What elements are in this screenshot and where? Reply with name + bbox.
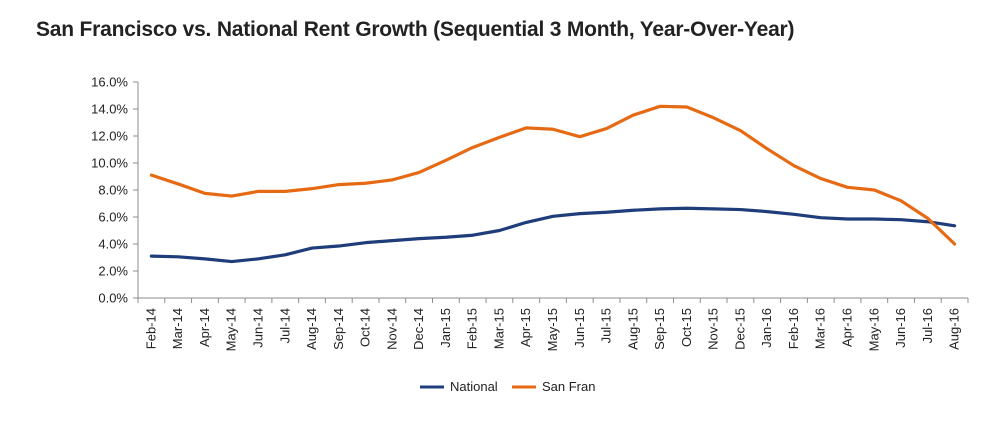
y-tick-label: 6.0% <box>98 210 128 225</box>
x-tick-label: Dec-15 <box>732 308 747 350</box>
x-tick-label: Mar-15 <box>491 308 506 349</box>
series-line-san-fran <box>149 104 957 246</box>
y-tick-label: 4.0% <box>98 237 128 252</box>
x-tick-label: Apr-16 <box>840 308 855 347</box>
chart-title: San Francisco vs. National Rent Growth (… <box>36 18 795 41</box>
x-tick-label: Mar-14 <box>170 308 185 349</box>
x-tick-label: Aug-16 <box>947 308 962 350</box>
x-tick-label: Jun-15 <box>572 308 587 348</box>
y-tick-label: 8.0% <box>98 183 128 198</box>
x-tick-label: Mar-16 <box>813 308 828 349</box>
x-tick-label: Feb-16 <box>786 308 801 349</box>
x-tick-label: May-16 <box>866 308 881 351</box>
x-tick-label: Feb-15 <box>465 308 480 349</box>
x-tick-label: Oct-15 <box>679 308 694 347</box>
x-tick-label: Sep-15 <box>652 308 667 350</box>
x-tick-label: Aug-14 <box>304 308 319 350</box>
x-tick-label: Jun-16 <box>893 308 908 348</box>
x-tick-label: Dec-14 <box>411 308 426 350</box>
y-tick-label: 16.0% <box>91 75 128 90</box>
x-tick-label: Apr-14 <box>197 308 212 347</box>
legend: National San Fran <box>420 379 595 394</box>
x-tick-label: May-15 <box>545 308 560 351</box>
y-tick-label: 2.0% <box>98 264 128 279</box>
x-tick-label: Oct-14 <box>358 308 373 347</box>
x-tick-label: Jul-16 <box>920 308 935 343</box>
x-tick-label: May-14 <box>224 308 239 351</box>
x-tick-label: Jan-16 <box>759 308 774 348</box>
series-group <box>149 104 957 264</box>
legend-label: San Fran <box>542 379 595 394</box>
x-tick-label: Jan-15 <box>438 308 453 348</box>
axes: 0.0% 2.0% 4.0% 6.0% 8.0% 10.0% 12.0% 14.0% 16.0%… <box>91 75 969 351</box>
x-tick-label: Sep-14 <box>331 308 346 350</box>
legend-label: National <box>450 379 498 394</box>
y-tick-label: 14.0% <box>91 102 128 117</box>
x-tick-label: Aug-15 <box>625 308 640 350</box>
x-tick-label: Feb-14 <box>143 308 158 349</box>
y-tick-label: 12.0% <box>91 129 128 144</box>
x-tick-label: Jul-15 <box>599 308 614 343</box>
x-tick-label: Nov-15 <box>706 308 721 350</box>
x-tick-label: Jun-14 <box>250 308 265 348</box>
series-line-national <box>149 206 957 264</box>
y-tick-label: 0.0% <box>98 291 128 306</box>
x-tick-label: Apr-15 <box>518 308 533 347</box>
y-tick-label: 10.0% <box>91 156 128 171</box>
x-tick-label: Jul-14 <box>277 308 292 343</box>
x-tick-label: Nov-14 <box>384 308 399 350</box>
